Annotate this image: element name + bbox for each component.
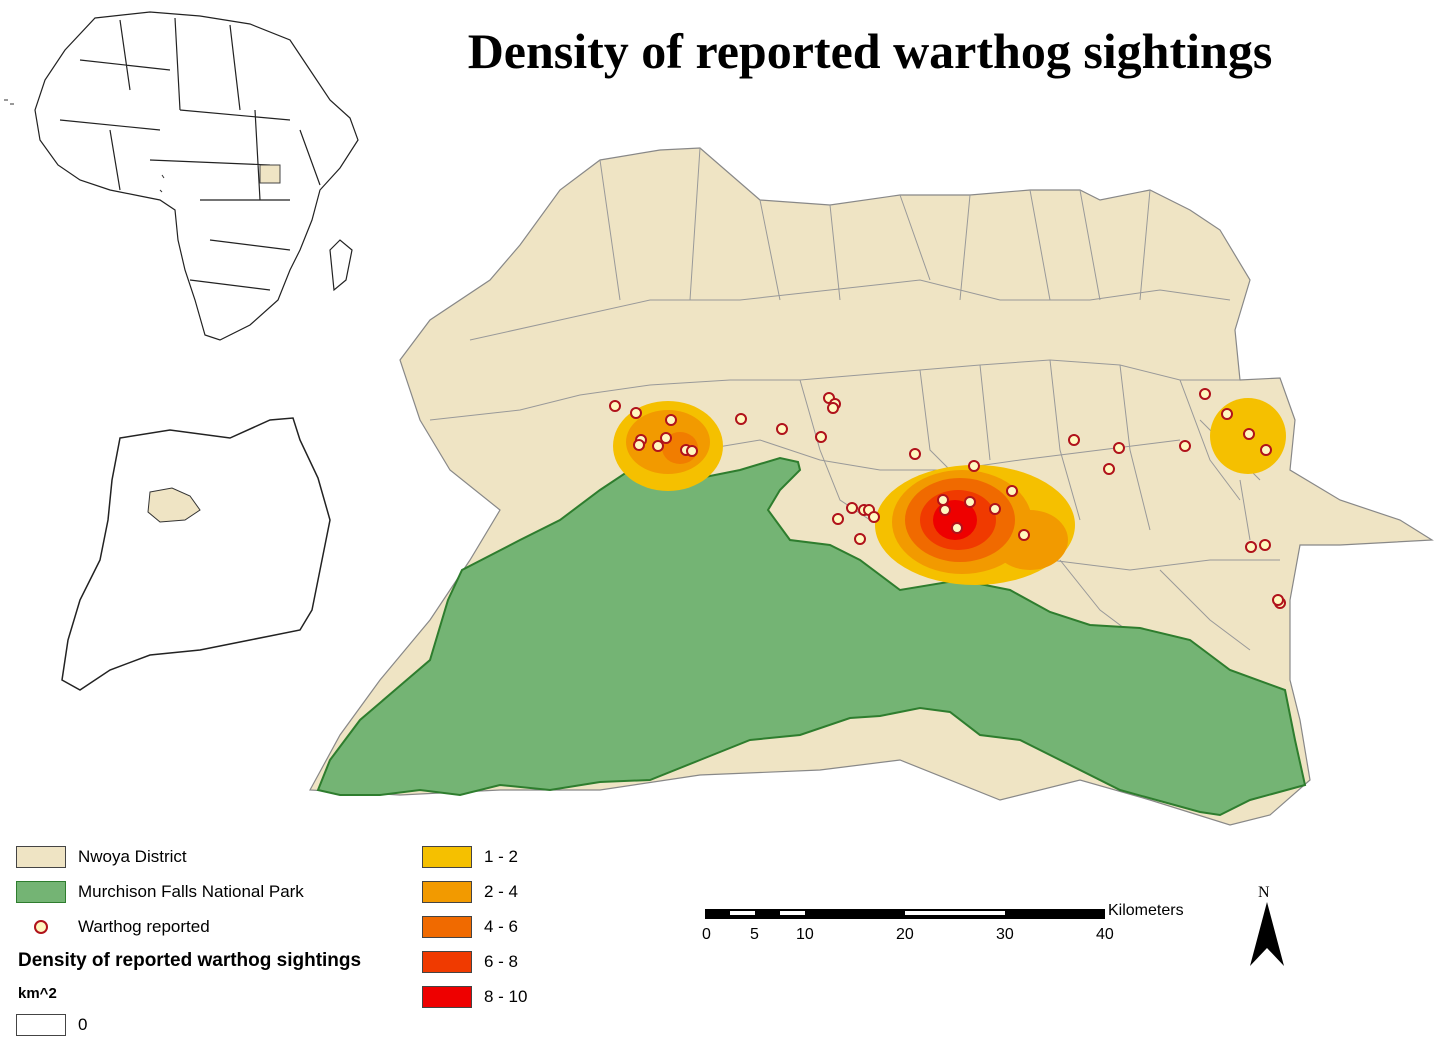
class-swatch-5	[422, 986, 472, 1008]
class-swatch-1	[422, 846, 472, 868]
legend-density-title: Density of reported warthog sightings	[18, 950, 362, 971]
scale-bar: 0 5 10 20 30 40 Kilometers	[700, 902, 1240, 952]
scale-tick-4: 30	[996, 926, 1014, 943]
class-swatch-2	[422, 881, 472, 903]
legend-district: Nwoya District	[16, 844, 187, 870]
legend-class-4: 6 - 8	[422, 949, 518, 975]
warthog-points	[609, 388, 1286, 609]
scale-tick-3: 20	[896, 926, 914, 943]
scale-unit: Kilometers	[1108, 902, 1184, 919]
class-swatch-0	[16, 1014, 66, 1036]
north-label: N	[1258, 884, 1270, 901]
density-hotspot-central	[875, 465, 1075, 585]
legend-class-3: 4 - 6	[422, 914, 518, 940]
legend-park-label: Murchison Falls National Park	[78, 882, 304, 901]
scale-tick-0: 0	[702, 926, 711, 943]
density-hotspot-west	[613, 401, 723, 491]
africa-small-islands	[4, 99, 165, 193]
legend-class-0: 0	[16, 1012, 87, 1038]
class-label-1: 1 - 2	[484, 847, 519, 866]
park-swatch	[16, 881, 66, 903]
scale-bar-graphic	[705, 909, 1105, 919]
point-symbol-icon	[16, 916, 66, 938]
legend-point-label: Warthog reported	[78, 917, 210, 936]
north-arrow-icon	[1250, 902, 1284, 966]
legend-class-5: 8 - 10	[422, 984, 527, 1010]
legend-class-1: 1 - 2	[422, 844, 518, 870]
class-swatch-4	[422, 951, 472, 973]
class-label-4: 6 - 8	[484, 952, 519, 971]
uganda-inset	[61, 417, 331, 691]
uganda-highlight-africa	[259, 164, 281, 184]
map-title: Density of reported warthog sightings	[467, 23, 1273, 79]
class-label-5: 8 - 10	[484, 987, 528, 1006]
class-label-3: 4 - 6	[484, 917, 519, 936]
legend-point: Warthog reported	[16, 914, 210, 940]
murchison-falls-park	[316, 456, 1307, 817]
district-swatch	[16, 846, 66, 868]
scale-tick-2: 10	[796, 926, 814, 943]
scale-tick-5: 40	[1096, 926, 1114, 943]
legend-class-2: 2 - 4	[422, 879, 518, 905]
nwoya-highlight-uganda	[147, 487, 201, 523]
class-label-0: 0	[78, 1015, 88, 1034]
scale-tick-1: 5	[750, 926, 759, 943]
africa-inset	[34, 11, 359, 341]
legend-district-label: Nwoya District	[78, 847, 187, 866]
class-label-2: 2 - 4	[484, 882, 519, 901]
legend-unit: km^2	[18, 985, 57, 1002]
legend-park: Murchison Falls National Park	[16, 879, 304, 905]
class-swatch-3	[422, 916, 472, 938]
